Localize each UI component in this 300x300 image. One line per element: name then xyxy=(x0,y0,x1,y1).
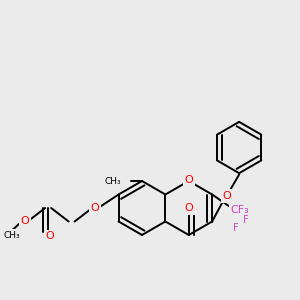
Text: F: F xyxy=(243,215,248,225)
Text: CH₃: CH₃ xyxy=(104,176,121,185)
Text: O: O xyxy=(184,175,193,185)
Text: O: O xyxy=(222,191,231,201)
Text: O: O xyxy=(91,203,100,213)
Text: F: F xyxy=(233,223,239,233)
Text: O: O xyxy=(20,217,29,226)
Text: CH₃: CH₃ xyxy=(3,230,20,239)
Text: O: O xyxy=(46,231,55,241)
Text: CF₃: CF₃ xyxy=(230,205,249,215)
Text: O: O xyxy=(184,203,193,213)
